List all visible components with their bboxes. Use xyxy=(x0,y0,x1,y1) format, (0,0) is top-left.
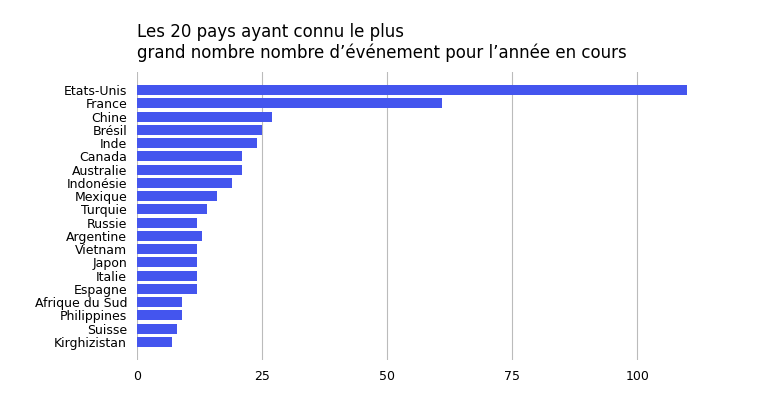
Bar xyxy=(137,138,257,148)
Bar xyxy=(137,204,207,214)
Bar xyxy=(137,244,197,254)
Bar xyxy=(137,218,197,228)
Text: Les 20 pays ayant connu le plus 
grand nombre nombre d’événement pour l’année en: Les 20 pays ayant connu le plus grand no… xyxy=(137,23,626,62)
Bar xyxy=(137,231,202,241)
Bar xyxy=(137,297,182,307)
Bar xyxy=(137,125,262,135)
Bar xyxy=(137,310,182,320)
Bar xyxy=(137,284,197,294)
Bar xyxy=(137,165,242,174)
Bar xyxy=(137,178,232,188)
Bar xyxy=(137,151,242,161)
Bar xyxy=(137,258,197,267)
Bar xyxy=(137,98,442,108)
Bar xyxy=(137,191,217,201)
Bar xyxy=(137,271,197,281)
Bar xyxy=(137,112,272,122)
Bar xyxy=(137,324,177,334)
Bar xyxy=(137,85,687,95)
Bar xyxy=(137,337,172,347)
